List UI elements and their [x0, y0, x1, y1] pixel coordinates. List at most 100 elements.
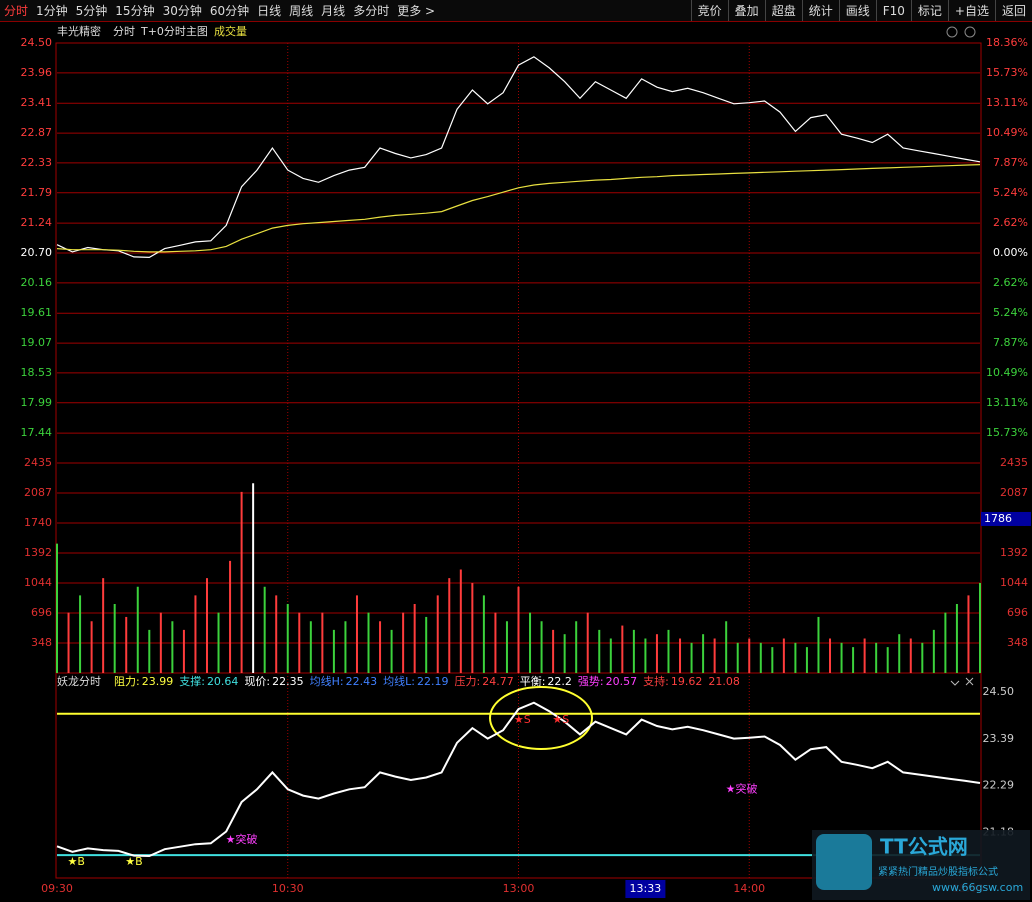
tool-button[interactable]: F10 — [875, 0, 911, 21]
volume-bar — [240, 491, 243, 673]
volume-bar — [794, 642, 797, 673]
volume-bar — [413, 604, 416, 673]
volume-bar — [379, 621, 382, 673]
volume-bar — [586, 612, 589, 673]
volume-bar — [575, 621, 578, 673]
volume-bar — [56, 543, 58, 673]
volume-bar — [748, 638, 751, 673]
tool-button[interactable]: 返回 — [994, 0, 1032, 21]
y2-tick-label: 2.62% — [993, 216, 1028, 229]
volume-bar — [229, 560, 232, 673]
tab[interactable]: 周线 — [289, 4, 314, 18]
y2-tick-label: 5.24% — [993, 186, 1028, 199]
stat-label: 均线H: — [310, 674, 344, 688]
volume-bar — [482, 595, 485, 673]
volume-bar — [459, 569, 462, 673]
tool-button[interactable]: 超盘 — [764, 0, 802, 21]
y-tick-label: 21.79 — [21, 186, 53, 199]
y2-tick-label: 1044 — [1000, 576, 1028, 589]
stat-label: 压力: — [454, 675, 480, 688]
y2-tick-label: 696 — [1007, 606, 1028, 619]
y2-tick-label: 2435 — [1000, 456, 1028, 469]
volume-bar — [494, 612, 497, 673]
icon[interactable] — [964, 26, 976, 38]
volume-bar — [425, 616, 428, 673]
y2-tick-label: 13.11% — [986, 96, 1028, 109]
volume-bar — [725, 621, 728, 673]
volume-bar — [967, 595, 970, 673]
tab[interactable]: 分时 — [4, 4, 29, 18]
tool-button[interactable]: 统计 — [801, 0, 839, 21]
stat-value: 20.64 — [207, 675, 239, 688]
y-tick-label: 2435 — [24, 456, 52, 469]
y2-tick-label: 10.49% — [986, 126, 1028, 139]
y-tick-label: 22.87 — [21, 126, 53, 139]
tool-button[interactable]: +自选 — [947, 0, 995, 21]
y-tick-label: 19.61 — [21, 306, 53, 319]
stat-label: 支撑: — [179, 674, 205, 688]
y-tick-label: 1392 — [24, 546, 52, 559]
volume-bar — [817, 616, 820, 673]
tab[interactable]: 15分钟 — [115, 4, 155, 18]
stat-value: 22.19 — [417, 675, 449, 688]
volume-label: 成交量 — [214, 24, 247, 38]
y2-tick-label: 7.87% — [993, 336, 1028, 349]
volume-bar — [136, 586, 139, 673]
tab[interactable]: 5分钟 — [75, 4, 108, 18]
volume-bar — [805, 647, 808, 673]
stat-value: 24.77 — [482, 675, 514, 688]
tab[interactable]: 更多 > — [397, 4, 436, 18]
volume-bar — [679, 638, 682, 673]
stat-value: 22.2 — [547, 675, 572, 688]
volume-bar — [632, 629, 635, 673]
cursor-box — [625, 880, 666, 898]
volume-bar — [875, 642, 878, 673]
y2-tick-label: 1392 — [1000, 546, 1028, 559]
volume-bar — [448, 578, 451, 673]
stat-value: 20.57 — [606, 675, 638, 688]
signal: ★S — [514, 713, 531, 726]
indicator-line — [56, 701, 981, 858]
icon[interactable] — [946, 26, 958, 38]
volume-bar — [852, 647, 855, 673]
stat-label: 强势: — [578, 675, 604, 688]
tab[interactable]: 30分钟 — [162, 4, 202, 18]
last-volume-box — [981, 511, 1031, 526]
volume-bar — [402, 612, 405, 673]
last-volume-label: 1786 — [984, 512, 1012, 525]
tool-button[interactable]: 竞价 — [690, 0, 728, 21]
stat-label: 均线L: — [383, 674, 415, 688]
tab[interactable]: 1分钟 — [36, 4, 68, 18]
volume-bar — [205, 578, 208, 673]
volume-bar — [436, 595, 439, 673]
y-tick-label: 19.07 — [21, 336, 53, 349]
tool-button[interactable]: 画线 — [838, 0, 876, 21]
tab[interactable]: 多分时 — [353, 4, 390, 18]
volume-bar — [609, 638, 612, 673]
volume-bar — [67, 612, 70, 673]
mode: 分时 — [113, 25, 135, 38]
volume-bar — [148, 629, 151, 673]
tab[interactable]: 日线 — [257, 4, 282, 18]
tool-button[interactable]: 标记 — [910, 0, 948, 21]
stat-label: 现价: — [244, 675, 270, 688]
volume-bar — [517, 586, 520, 673]
volume-bar — [275, 595, 278, 673]
tab[interactable]: 60分钟 — [209, 4, 250, 18]
y2-tick-label: 2087 — [1000, 486, 1028, 499]
toolbar-right: 竞价 叠加 超盘 统计 画线 F10 标记 +自选 返回 — [690, 0, 1032, 21]
y2-tick-label: 18.36% — [986, 36, 1028, 49]
volume-bar — [886, 647, 889, 673]
y2-tick-label: 2.62% — [993, 276, 1028, 289]
tool-button[interactable]: 叠加 — [727, 0, 765, 21]
volume-bar — [863, 638, 866, 673]
volume-bar — [217, 612, 220, 673]
brand-name: TT公式网 — [880, 835, 968, 859]
tab[interactable]: 月线 — [321, 4, 346, 18]
volume-bar — [355, 595, 358, 673]
volume-bar — [332, 629, 335, 673]
volume-bar — [90, 621, 93, 673]
toolbar: 分时 1分钟 5分钟 15分钟 30分钟 60分钟 日线 周线 月线 多分时 更多 > 竞价 叠加 超盘统… — [0, 0, 1032, 22]
panel-icons[interactable] — [950, 677, 974, 686]
volume-bar — [829, 638, 832, 673]
